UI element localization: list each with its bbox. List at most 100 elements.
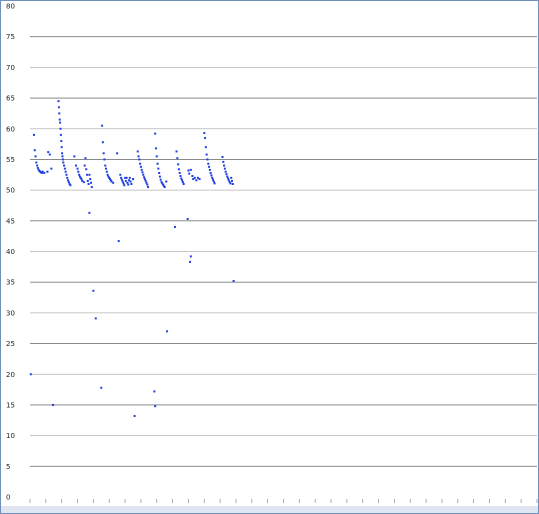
data-point: [33, 149, 36, 152]
data-point: [180, 177, 183, 180]
data-point: [90, 186, 93, 189]
data-point: [105, 170, 108, 173]
data-point: [126, 181, 129, 184]
data-point: [117, 240, 120, 243]
data-point: [32, 133, 35, 136]
data-point: [181, 181, 184, 184]
data-point: [107, 175, 110, 178]
data-point: [69, 184, 72, 187]
data-point: [161, 182, 164, 185]
y-tick-label-30: 30: [6, 309, 15, 317]
data-point: [155, 155, 158, 158]
data-point: [34, 155, 37, 158]
data-point: [162, 183, 165, 186]
data-point: [89, 178, 92, 181]
data-point: [204, 136, 207, 139]
data-point: [224, 170, 227, 173]
y-tick-label-75: 75: [6, 33, 15, 41]
data-point: [139, 162, 142, 165]
data-point: [227, 179, 230, 182]
data-point: [103, 158, 106, 161]
data-point: [139, 165, 142, 168]
y-tick-label-80: 80: [6, 3, 15, 11]
data-point: [84, 157, 87, 160]
data-point: [46, 170, 49, 173]
y-tick-label-15: 15: [6, 401, 15, 409]
data-point: [61, 155, 64, 158]
data-point: [163, 186, 166, 189]
data-point: [79, 176, 82, 179]
data-point: [60, 146, 63, 149]
data-point: [226, 175, 229, 178]
data-point: [65, 173, 68, 176]
data-point: [204, 146, 207, 149]
data-point: [108, 176, 111, 179]
y-tick-label-20: 20: [6, 371, 15, 379]
data-point: [58, 118, 61, 121]
data-point: [109, 179, 112, 182]
y-tick-label-50: 50: [6, 187, 15, 195]
y-tick-label-55: 55: [6, 156, 15, 164]
data-point: [188, 172, 191, 175]
data-point: [154, 147, 157, 150]
data-point: [189, 260, 192, 263]
data-point: [129, 180, 132, 183]
data-point: [198, 178, 201, 181]
data-point: [231, 182, 234, 185]
data-point: [221, 155, 224, 158]
data-point: [68, 182, 71, 185]
data-point: [80, 178, 83, 181]
data-points: [29, 100, 235, 417]
data-point: [58, 112, 61, 115]
data-point: [196, 176, 199, 179]
data-point: [138, 158, 141, 161]
data-point: [211, 176, 214, 179]
data-point: [125, 176, 128, 179]
data-point: [141, 171, 144, 174]
data-point: [143, 176, 146, 179]
data-point: [223, 167, 226, 170]
data-point: [225, 173, 228, 176]
data-point: [83, 164, 86, 167]
data-point: [208, 165, 211, 168]
data-point: [61, 158, 64, 161]
data-point: [61, 152, 64, 155]
data-point: [77, 170, 80, 173]
data-point: [57, 100, 60, 103]
data-point: [146, 183, 149, 186]
data-point: [195, 179, 198, 182]
data-point: [112, 181, 115, 184]
data-point: [211, 178, 214, 181]
data-point: [60, 140, 63, 143]
y-tick-label-0: 0: [6, 494, 10, 502]
data-point: [110, 180, 113, 183]
data-point: [128, 176, 131, 179]
data-point: [36, 167, 39, 170]
data-point: [133, 414, 136, 417]
y-tick-label-60: 60: [6, 125, 15, 133]
data-point: [66, 176, 69, 179]
data-point: [50, 167, 53, 170]
data-point: [230, 176, 233, 179]
data-point: [119, 173, 122, 176]
data-point: [212, 180, 215, 183]
data-point: [124, 179, 127, 182]
data-point: [121, 180, 124, 183]
data-point: [82, 181, 85, 184]
data-point: [120, 176, 123, 179]
data-point: [86, 173, 89, 176]
data-point: [87, 182, 90, 185]
data-point: [142, 173, 145, 176]
data-point: [124, 176, 127, 179]
data-point: [102, 152, 105, 155]
data-point: [173, 225, 176, 228]
y-tick-label-35: 35: [6, 279, 15, 287]
data-point: [154, 405, 157, 408]
data-point: [136, 150, 139, 153]
data-point: [228, 181, 231, 184]
data-point: [74, 164, 77, 167]
y-tick-label-70: 70: [6, 64, 15, 72]
data-point: [192, 178, 195, 181]
